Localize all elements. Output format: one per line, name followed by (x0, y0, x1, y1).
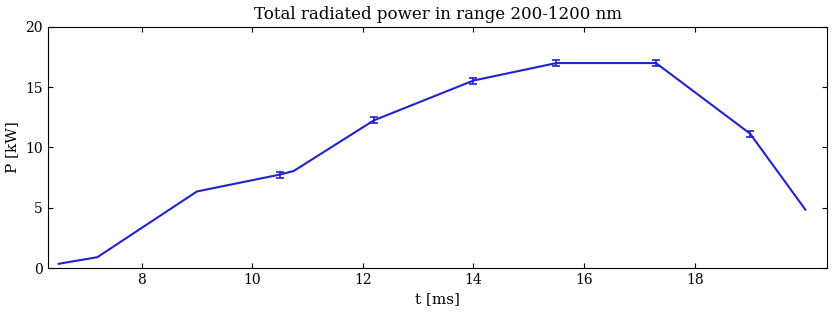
Y-axis label: P [kW]: P [kW] (6, 122, 19, 173)
Title: Total radiated power in range 200-1200 nm: Total radiated power in range 200-1200 n… (253, 6, 621, 22)
X-axis label: t [ms]: t [ms] (415, 292, 460, 306)
